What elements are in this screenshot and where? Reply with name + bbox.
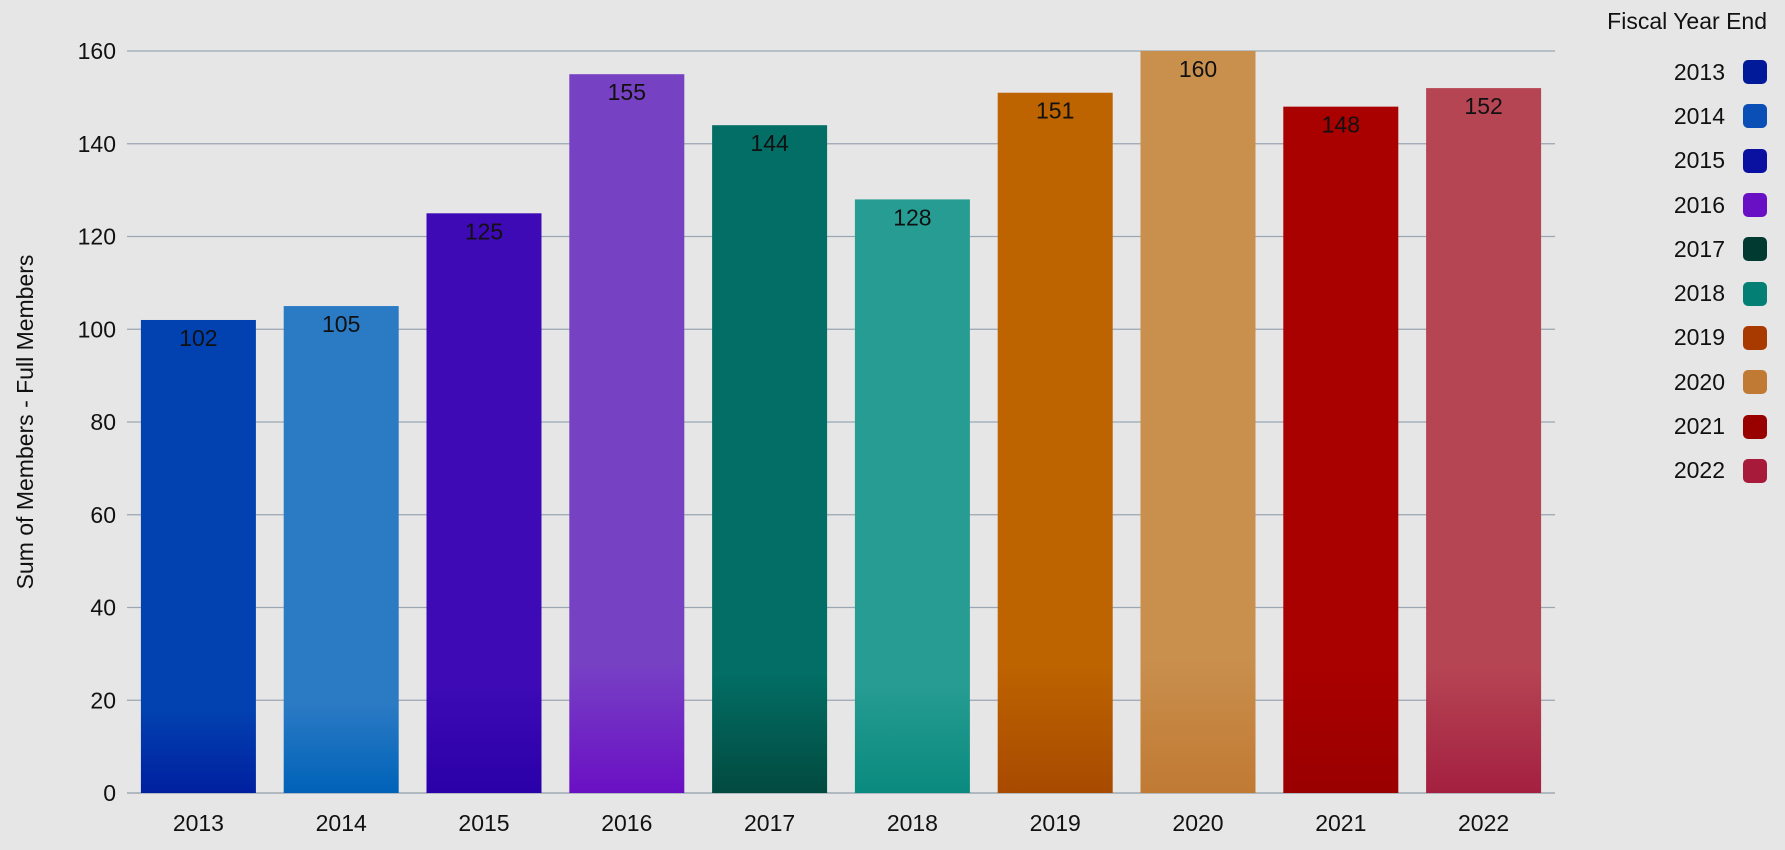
legend-swatch (1743, 60, 1767, 85)
x-tick-label: 2020 (1172, 810, 1223, 836)
bar-2019 (997, 92, 1113, 794)
legend-swatch (1743, 414, 1767, 439)
x-tick-label: 2016 (601, 810, 652, 836)
legend-item-2019: 2019 (1567, 316, 1767, 360)
bar-data-label: 148 (1322, 112, 1360, 138)
legend-swatch (1743, 370, 1767, 395)
y-axis-ticks: 0 20 40 60 80 100 120 140 160 (78, 38, 116, 806)
legend-item-2016: 2016 (1567, 183, 1767, 227)
legend-item-2013: 2013 (1567, 50, 1767, 94)
bar-data-label: 160 (1179, 56, 1217, 82)
legend-items: 2013 2014 2015 2016 2017 2018 2019 2020 2021 2022 (1567, 50, 1767, 493)
legend-item-2018: 2018 (1567, 271, 1767, 315)
y-tick-label: 20 (90, 687, 116, 713)
legend-item-2021: 2021 (1567, 404, 1767, 448)
legend-label: 2017 (1673, 235, 1725, 262)
y-tick-label: 80 (90, 409, 116, 435)
bar-2013 (140, 319, 256, 793)
bars: 102 105 125 155 144 128 151 160 148 152 (140, 51, 1542, 794)
y-tick-label: 120 (78, 224, 116, 250)
legend-swatch (1743, 148, 1767, 173)
legend-swatch (1743, 281, 1767, 306)
x-tick-label: 2014 (316, 810, 367, 836)
bar-2016 (569, 74, 685, 793)
bar-data-label: 151 (1036, 98, 1074, 124)
bar-data-label: 152 (1464, 93, 1502, 119)
y-axis-title: Sum of Members - Full Members (12, 255, 38, 590)
legend-label: 2022 (1673, 457, 1725, 484)
y-tick-label: 40 (90, 595, 116, 621)
x-tick-label: 2017 (744, 810, 795, 836)
bar-data-label: 144 (750, 130, 789, 156)
bar-2015 (426, 213, 542, 793)
legend-label: 2018 (1673, 280, 1725, 307)
x-tick-label: 2021 (1315, 810, 1366, 836)
bar-2022 (1426, 88, 1542, 794)
y-tick-label: 160 (78, 38, 116, 64)
bar-data-label: 128 (893, 204, 931, 230)
legend-swatch (1743, 237, 1767, 262)
x-tick-label: 2015 (458, 810, 509, 836)
legend-item-2022: 2022 (1567, 449, 1767, 493)
legend-label: 2016 (1673, 191, 1725, 218)
legend-label: 2021 (1673, 413, 1725, 440)
bar-data-label: 102 (179, 325, 217, 351)
bar-data-label: 105 (322, 311, 360, 337)
bar-data-label: 155 (608, 79, 646, 105)
legend-swatch (1743, 193, 1767, 218)
legend-item-2017: 2017 (1567, 227, 1767, 271)
y-tick-label: 0 (103, 780, 116, 806)
x-tick-label: 2022 (1458, 810, 1509, 836)
legend-label: 2020 (1673, 368, 1725, 395)
legend-item-2020: 2020 (1567, 360, 1767, 404)
bar-2014 (283, 306, 399, 793)
legend-label: 2015 (1673, 147, 1725, 174)
legend: Fiscal Year End 2013 2014 2015 2016 2017 2018… (1567, 6, 1767, 493)
legend-label: 2013 (1673, 58, 1725, 85)
y-tick-label: 60 (90, 502, 116, 528)
legend-item-2014: 2014 (1567, 94, 1767, 138)
y-tick-label: 140 (78, 131, 116, 157)
legend-swatch (1743, 325, 1767, 350)
bar-2018 (854, 199, 970, 793)
bar-2020 (1140, 51, 1256, 793)
x-tick-label: 2018 (887, 810, 938, 836)
bar-2021 (1283, 106, 1399, 793)
bar-data-label: 125 (465, 218, 503, 244)
legend-label: 2014 (1673, 102, 1725, 129)
bar-2017 (712, 125, 828, 793)
y-tick-label: 100 (78, 316, 116, 342)
legend-item-2015: 2015 (1567, 139, 1767, 183)
x-tick-label: 2019 (1030, 810, 1081, 836)
legend-label: 2019 (1673, 324, 1725, 351)
legend-title: Fiscal Year End (1607, 8, 1767, 34)
x-axis-ticks: 2013 2014 2015 2016 2017 2018 2019 2020 2021 2022 (173, 810, 1509, 836)
legend-swatch (1743, 458, 1767, 483)
legend-swatch (1743, 104, 1767, 129)
x-tick-label: 2013 (173, 810, 224, 836)
